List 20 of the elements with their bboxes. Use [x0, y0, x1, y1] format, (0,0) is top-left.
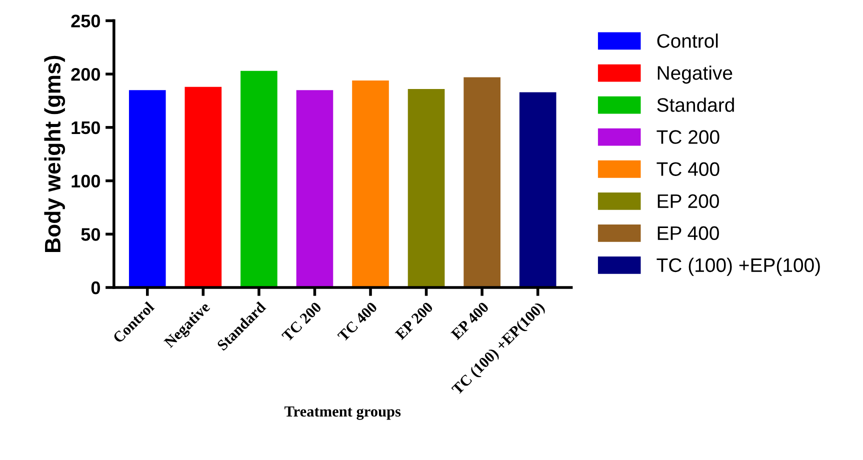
y-tick-label: 50: [81, 228, 100, 241]
y-tick-label: 200: [71, 68, 100, 81]
x-axis-title: Treatment groups: [284, 406, 401, 420]
legend-label: TC 200: [656, 130, 720, 144]
legend-label: Negative: [658, 66, 732, 84]
legend-label: TC (100) +EP(100): [656, 258, 820, 276]
y-tick-label: 0: [91, 281, 100, 294]
x-tick-label: EP 200: [394, 301, 434, 340]
legend-label: TC 400: [656, 162, 720, 176]
legend-label: Control: [657, 34, 718, 48]
legend-label: Standard: [657, 98, 734, 112]
legend-label: EP 400: [658, 226, 719, 240]
legend-label: EP 200: [658, 194, 719, 208]
x-tick-label: TC 400: [337, 301, 378, 342]
x-tick-label: TC 200: [281, 301, 322, 342]
y-tick-label: 150: [72, 121, 100, 134]
y-tick-label: 250: [71, 14, 100, 28]
y-axis-title: Body weight (gms): [44, 56, 66, 252]
y-tick-label: 100: [72, 174, 100, 188]
x-tick-label: EP 400: [450, 301, 490, 340]
